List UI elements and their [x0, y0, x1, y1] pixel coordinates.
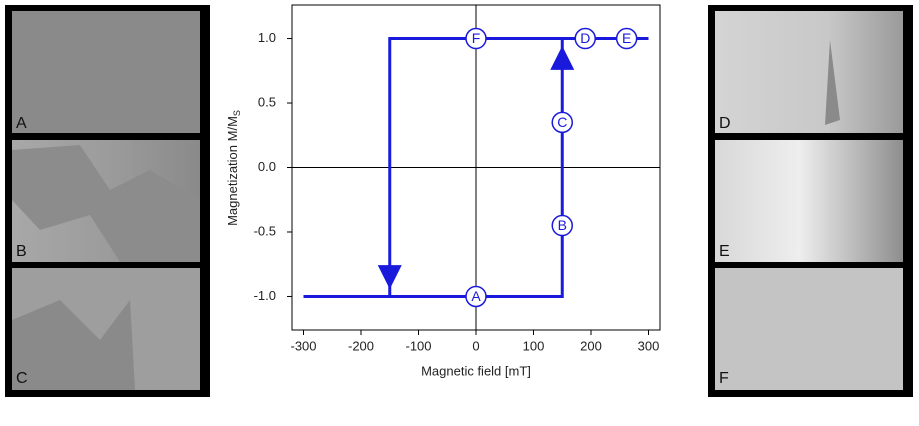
- y-axis-label: Magnetization M/MS: [225, 110, 242, 226]
- panel-label: D: [719, 115, 731, 132]
- y-tick-label: 0.5: [258, 94, 276, 109]
- state-marker: [615, 27, 638, 50]
- panel-label: C: [16, 370, 28, 387]
- x-tick-label: 200: [580, 338, 602, 353]
- state-label: D: [580, 30, 590, 46]
- domain: [825, 40, 840, 125]
- state-marker: [551, 214, 573, 237]
- panel-label: F: [719, 370, 729, 387]
- state-marker: [574, 27, 596, 50]
- x-tick-label: -300: [290, 338, 316, 353]
- x-axis-label: Magnetic field [mT]: [421, 363, 531, 378]
- x-tick-label: 100: [523, 338, 545, 353]
- panel-label: B: [16, 243, 27, 260]
- loop-branch: [303, 37, 649, 298]
- y-tick-label: -0.5: [254, 223, 276, 238]
- y-label-sub: S: [232, 110, 242, 116]
- state-marker: [551, 111, 573, 134]
- micrograph: [715, 11, 903, 133]
- micrograph: [715, 268, 903, 390]
- state-marker: [465, 27, 487, 50]
- state-label: B: [558, 217, 567, 233]
- panel-label: A: [16, 115, 27, 132]
- y-label-main: Magnetization M/M: [225, 116, 240, 226]
- state-label: F: [472, 30, 481, 46]
- x-tick-label: 300: [638, 338, 660, 353]
- loop-branch: [388, 37, 563, 297]
- state-label: C: [557, 114, 567, 130]
- micrograph: [12, 11, 200, 133]
- domain: [12, 145, 200, 262]
- state-label: A: [471, 288, 481, 304]
- panel-label: E: [719, 243, 730, 260]
- domain: [12, 300, 135, 390]
- x-tick-label: -100: [405, 338, 431, 353]
- x-tick-label: -200: [348, 338, 374, 353]
- y-tick-label: 0.0: [258, 159, 276, 174]
- state-label: E: [622, 30, 631, 46]
- x-tick-label: 0: [472, 338, 479, 353]
- state-marker: [465, 285, 487, 308]
- y-tick-label: 1.0: [258, 30, 276, 45]
- y-tick-label: -1.0: [254, 288, 276, 303]
- micrograph: [715, 140, 903, 262]
